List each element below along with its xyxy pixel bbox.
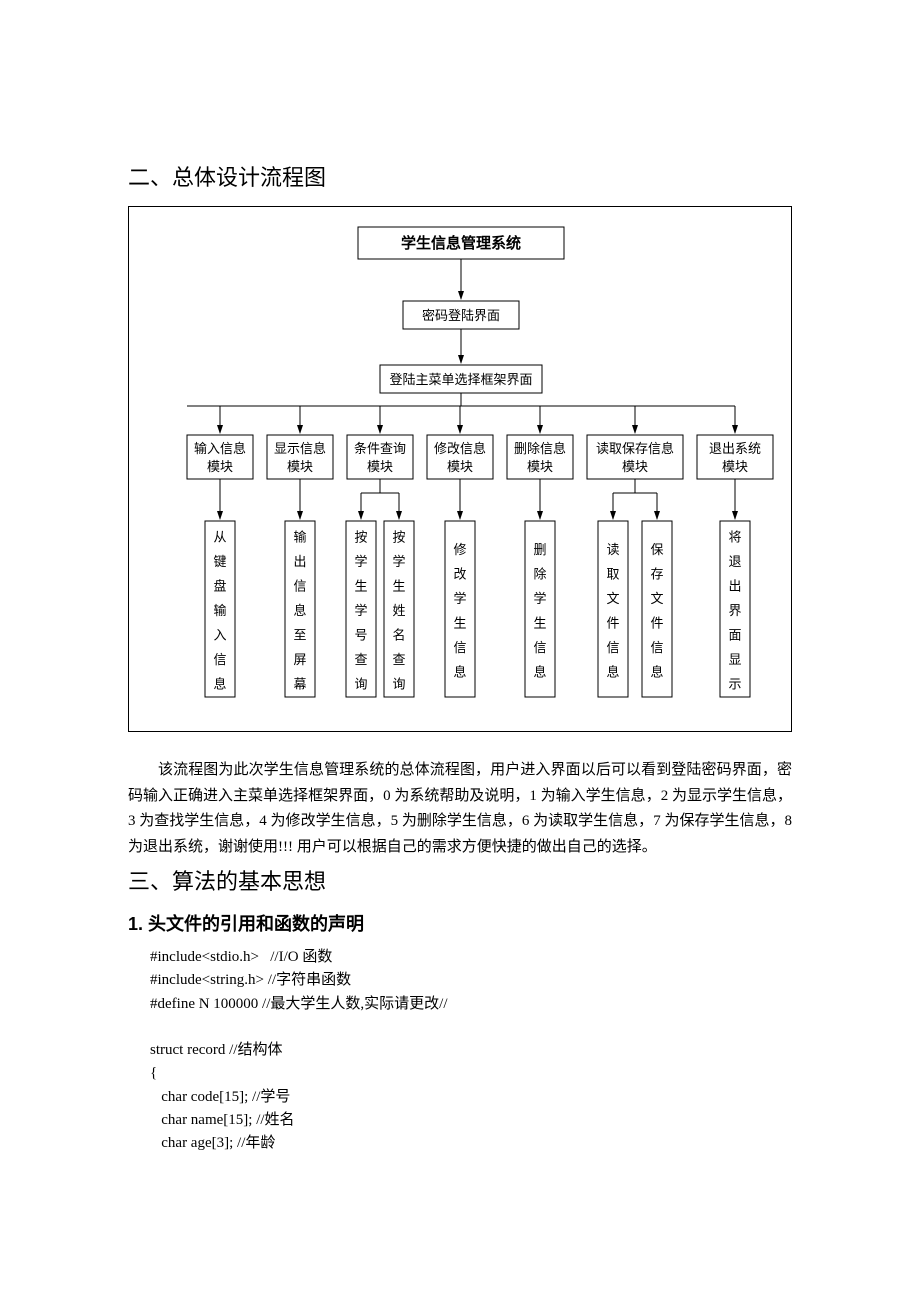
paragraph-description: 该流程图为此次学生信息管理系统的总体流程图，用户进入界面以后可以看到登陆密码界面… bbox=[128, 758, 792, 860]
code-line-1: #include<stdio.h> //I/O 函数 bbox=[150, 949, 332, 965]
leaf-char: 学 bbox=[354, 554, 367, 569]
leaf-char: 信 bbox=[213, 652, 226, 667]
leaf-char: 修 bbox=[453, 542, 466, 557]
module-5-line2: 模块 bbox=[527, 459, 553, 474]
leaf-char: 查 bbox=[354, 652, 367, 667]
module-4-line2: 模块 bbox=[447, 459, 473, 474]
leaf-char: 面 bbox=[728, 628, 741, 643]
module-7-line2: 模块 bbox=[722, 459, 748, 474]
leaf-char: 生 bbox=[533, 615, 546, 630]
leaf-char: 输 bbox=[293, 530, 306, 545]
code-line-8: char name[15]; //姓名 bbox=[150, 1112, 295, 1128]
leaf-char: 至 bbox=[293, 628, 306, 643]
heading-section-2: 二、总体设计流程图 bbox=[128, 160, 792, 192]
page: 二、总体设计流程图 学生信息管理系统 密码登陆界面 登陆主菜单选择框架界面 bbox=[0, 0, 920, 1302]
subheading-1: 1. 头文件的引用和函数的声明 bbox=[128, 910, 792, 936]
leaf-char: 信 bbox=[606, 640, 619, 655]
leaf-char: 息 bbox=[650, 664, 663, 679]
leaf-char: 息 bbox=[453, 664, 466, 679]
leaf-char: 名 bbox=[392, 628, 405, 643]
module-6-line1: 读取保存信息 bbox=[596, 441, 674, 456]
module-2-line2: 模块 bbox=[287, 459, 313, 474]
module-5-line1: 删除信息 bbox=[514, 441, 566, 456]
leaf-char: 保 bbox=[650, 542, 663, 557]
leaf-char: 退 bbox=[728, 554, 741, 569]
leaf-char: 从 bbox=[213, 530, 226, 545]
module-1-line2: 模块 bbox=[207, 459, 233, 474]
code-block: #include<stdio.h> //I/O 函数 #include<stri… bbox=[128, 946, 792, 1155]
module-7-line1: 退出系统 bbox=[709, 441, 761, 456]
heading-section-3: 三、算法的基本思想 bbox=[128, 864, 792, 896]
leaf-char: 按 bbox=[392, 530, 405, 545]
flowchart-svg: 学生信息管理系统 密码登陆界面 登陆主菜单选择框架界面 bbox=[143, 221, 779, 711]
leaf-char: 信 bbox=[453, 640, 466, 655]
leaf-char: 号 bbox=[354, 628, 367, 643]
leaf-char: 界 bbox=[728, 603, 741, 618]
leaf-char: 信 bbox=[293, 579, 306, 594]
leaf-group: 从键盘输入信息输出信息至屏幕按学生学号查询按学生姓名查询修改学生信息删除学生信息… bbox=[205, 521, 750, 697]
leaf-char: 息 bbox=[213, 677, 226, 692]
code-line-2: #include<string.h> //字符串函数 bbox=[150, 972, 351, 988]
leaf-char: 按 bbox=[354, 530, 367, 545]
leaf-char: 示 bbox=[728, 677, 741, 692]
leaf-char: 删 bbox=[533, 542, 546, 557]
leaf-char: 件 bbox=[650, 615, 663, 630]
node-login: 密码登陆界面 bbox=[422, 308, 500, 323]
leaf-char: 息 bbox=[533, 664, 546, 679]
leaf-char: 出 bbox=[293, 554, 306, 569]
node-menu: 登陆主菜单选择框架界面 bbox=[389, 372, 532, 387]
leaf-char: 信 bbox=[650, 640, 663, 655]
leaf-char: 除 bbox=[533, 566, 546, 581]
code-line-6: { bbox=[150, 1065, 157, 1081]
module-1-line1: 输入信息 bbox=[194, 441, 246, 456]
leaf-char: 键 bbox=[213, 554, 226, 569]
leaf-char: 件 bbox=[606, 615, 619, 630]
code-line-9: char age[3]; //年龄 bbox=[150, 1135, 275, 1151]
leaf-char: 学 bbox=[453, 591, 466, 606]
code-line-3: #define N 100000 //最大学生人数,实际请更改// bbox=[150, 996, 447, 1012]
leaf-char: 屏 bbox=[293, 652, 306, 667]
leaf-char: 文 bbox=[650, 591, 663, 606]
leaf-char: 入 bbox=[213, 628, 226, 643]
code-line-7: char code[15]; //学号 bbox=[150, 1089, 290, 1105]
module-3-line2: 模块 bbox=[367, 459, 393, 474]
leaf-char: 出 bbox=[728, 579, 741, 594]
module-2-line1: 显示信息 bbox=[274, 441, 326, 456]
leaf-char: 文 bbox=[606, 591, 619, 606]
leaf-char: 询 bbox=[354, 677, 367, 692]
leaf-char: 姓 bbox=[392, 603, 405, 618]
flowchart-container: 学生信息管理系统 密码登陆界面 登陆主菜单选择框架界面 bbox=[128, 206, 792, 732]
leaf-char: 学 bbox=[354, 603, 367, 618]
module-6-line2: 模块 bbox=[622, 459, 648, 474]
leaf-char: 信 bbox=[533, 640, 546, 655]
leaf-char: 生 bbox=[354, 579, 367, 594]
node-title: 学生信息管理系统 bbox=[401, 234, 521, 252]
leaf-char: 生 bbox=[453, 615, 466, 630]
leaf-char: 读 bbox=[606, 542, 619, 557]
leaf-char: 学 bbox=[533, 591, 546, 606]
leaf-char: 取 bbox=[606, 566, 619, 581]
leaf-char: 显 bbox=[728, 652, 741, 667]
leaf-char: 息 bbox=[606, 664, 619, 679]
leaf-char: 查 bbox=[392, 652, 405, 667]
leaf-char: 询 bbox=[392, 677, 405, 692]
leaf-char: 改 bbox=[453, 566, 466, 581]
leaf-char: 幕 bbox=[293, 677, 306, 692]
leaf-char: 存 bbox=[650, 566, 663, 581]
leaf-char: 输 bbox=[213, 603, 226, 618]
module-4-line1: 修改信息 bbox=[434, 441, 486, 456]
code-line-5: struct record //结构体 bbox=[150, 1042, 282, 1058]
leaf-char: 盘 bbox=[213, 579, 226, 594]
module-3-line1: 条件查询 bbox=[354, 441, 406, 456]
leaf-char: 生 bbox=[392, 579, 405, 594]
leaf-char: 息 bbox=[293, 603, 306, 618]
leaf-char: 将 bbox=[728, 530, 741, 545]
leaf-char: 学 bbox=[392, 554, 405, 569]
